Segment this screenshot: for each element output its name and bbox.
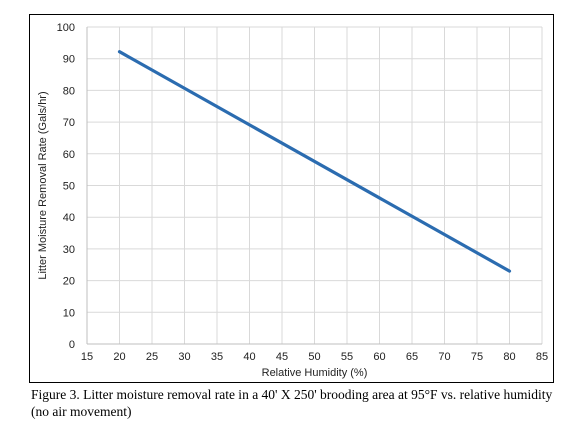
y-tick-label: 10 <box>63 307 75 319</box>
y-tick-labels: 0 10 20 30 40 50 60 70 80 90 100 <box>57 22 75 351</box>
x-tick-label: 40 <box>243 351 255 363</box>
y-tick-label: 50 <box>63 181 75 193</box>
x-tick-label: 30 <box>178 351 190 363</box>
data-series <box>117 50 512 273</box>
x-tick-label: 55 <box>341 351 353 363</box>
y-tick-label: 30 <box>63 244 75 256</box>
x-axis-title: Relative Humidity (%) <box>262 367 368 379</box>
x-tick-label: 60 <box>373 351 385 363</box>
y-tick-label: 40 <box>63 212 75 224</box>
x-tick-label: 85 <box>536 351 548 363</box>
x-tick-label: 25 <box>146 351 158 363</box>
x-tick-label: 65 <box>406 351 418 363</box>
x-tick-labels: 15 20 25 30 35 40 45 50 55 60 65 70 75 80 85 <box>81 351 548 363</box>
x-tick-label: 80 <box>503 351 515 363</box>
y-tick-label: 0 <box>69 339 75 351</box>
x-tick-label: 70 <box>438 351 450 363</box>
axes <box>86 27 542 345</box>
line-chart: 15 20 25 30 35 40 45 50 55 60 65 70 75 80 85 0 10 20 30 40… <box>37 22 548 379</box>
y-tick-label: 90 <box>63 54 75 66</box>
x-tick-label: 15 <box>81 351 93 363</box>
x-tick-label: 20 <box>113 351 125 363</box>
gridlines <box>87 26 543 344</box>
y-axis-title: Litter Moisture Removal Rate (Gals/hr) <box>37 91 49 279</box>
y-tick-label: 70 <box>63 117 75 129</box>
chart-frame: 15 20 25 30 35 40 45 50 55 60 65 70 75 80 85 0 10 20 30 40… <box>29 14 554 383</box>
figure-caption: Figure 3. Litter moisture removal rate i… <box>31 387 553 419</box>
y-tick-label: 20 <box>63 276 75 288</box>
x-tick-label: 75 <box>471 351 483 363</box>
x-tick-label: 45 <box>276 351 288 363</box>
x-tick-label: 35 <box>211 351 223 363</box>
series-line <box>117 50 512 273</box>
y-tick-label: 80 <box>63 85 75 97</box>
x-tick-label: 50 <box>308 351 320 363</box>
y-tick-label: 60 <box>63 149 75 161</box>
y-tick-label: 100 <box>57 22 75 34</box>
